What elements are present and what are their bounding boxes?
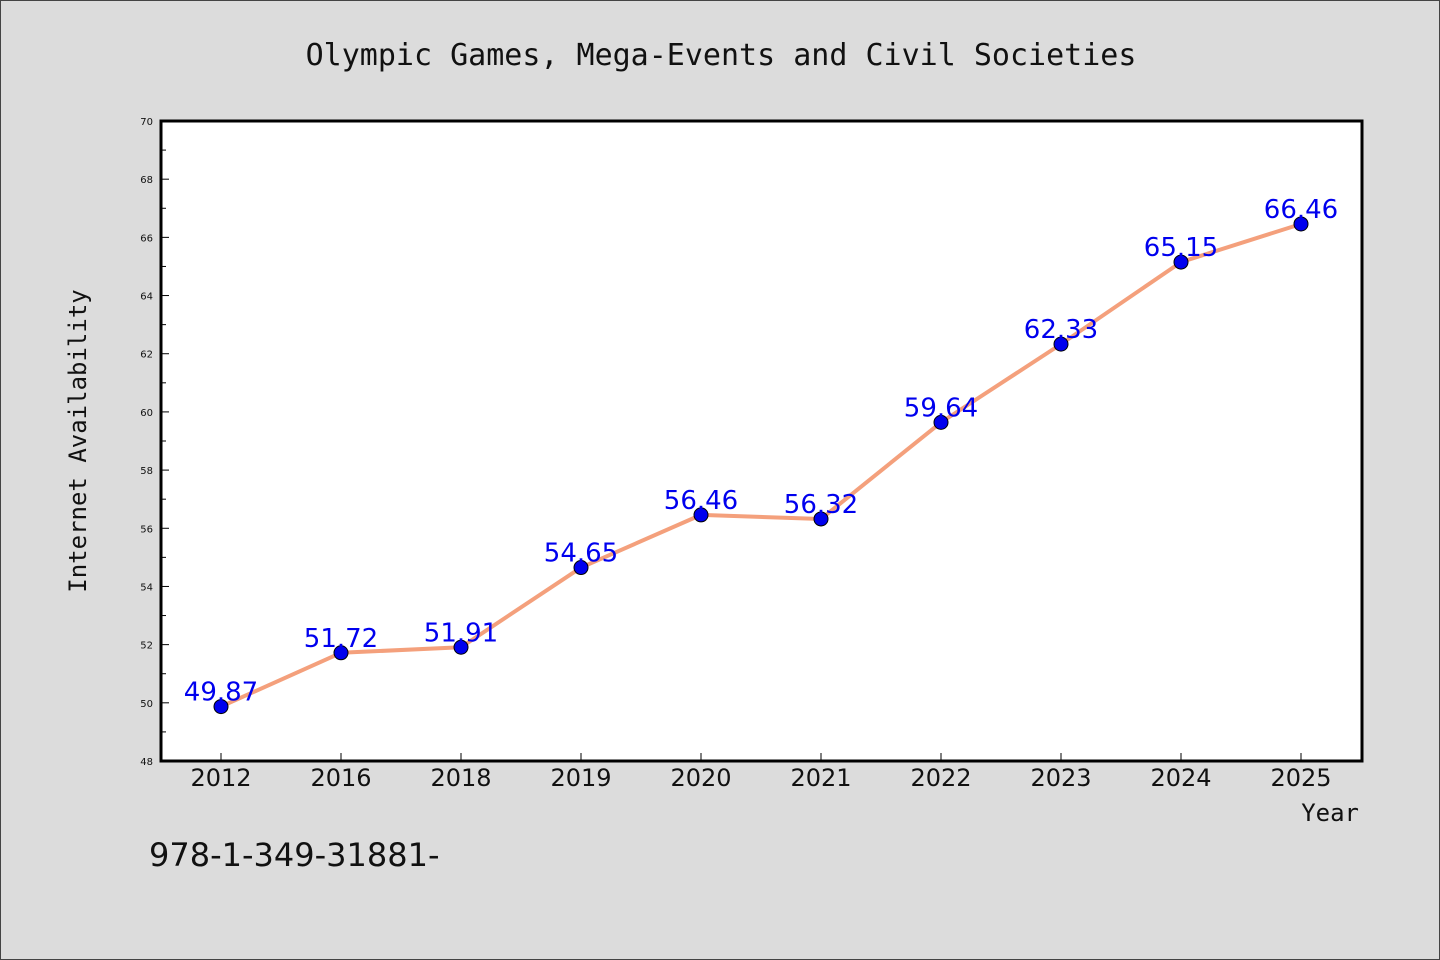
data-label: 54.65	[544, 539, 618, 569]
y-tick-label: 70	[140, 117, 153, 128]
y-tick-label: 48	[140, 757, 153, 768]
x-tick-label: 2022	[910, 764, 971, 792]
plot-area	[159, 119, 1364, 763]
data-label: 51.91	[424, 618, 498, 648]
x-tick-label: 2020	[670, 764, 731, 792]
x-tick-label: 2018	[430, 764, 491, 792]
data-point	[693, 507, 709, 523]
x-tick-label: 2019	[550, 764, 611, 792]
data-point	[1173, 254, 1189, 270]
data-label: 56.32	[784, 490, 858, 520]
data-point	[333, 645, 349, 661]
data-label: 49.87	[184, 678, 258, 708]
y-tick-label: 58	[140, 466, 153, 477]
x-tick-label: 2024	[1150, 764, 1211, 792]
y-tick-label: 66	[140, 233, 153, 244]
y-tick-label: 68	[140, 175, 153, 186]
data-point	[573, 560, 589, 576]
data-label: 59.64	[904, 393, 978, 423]
x-tick-label: 2023	[1030, 764, 1091, 792]
y-tick-label: 60	[140, 408, 153, 419]
x-tick-label: 2025	[1270, 764, 1331, 792]
data-point	[1053, 336, 1069, 352]
x-tick-label: 2012	[190, 764, 251, 792]
data-label: 66.46	[1264, 195, 1338, 225]
y-tick-label: 64	[140, 292, 153, 303]
data-point	[813, 511, 829, 527]
y-tick-label: 56	[140, 524, 153, 535]
data-point	[933, 414, 949, 430]
chart-title: Olympic Games, Mega-Events and Civil Soc…	[306, 38, 1137, 73]
y-tick-label: 62	[140, 350, 153, 361]
y-tick-label: 50	[140, 699, 153, 710]
data-point	[1293, 216, 1309, 232]
y-axis: 48 50 52 54 56 58 60 62 64 66 68 70	[140, 117, 169, 768]
data-point	[453, 639, 469, 655]
x-axis-label: Year	[1301, 799, 1359, 827]
y-tick-label: 54	[140, 582, 153, 593]
footer-code: 978-1-349-31881-	[149, 836, 440, 874]
x-tick-label: 2016	[310, 764, 371, 792]
data-label: 65.15	[1144, 233, 1218, 263]
y-tick-label: 52	[140, 641, 153, 652]
y-axis-label: Internet Availability	[64, 289, 92, 592]
series-line	[220, 222, 1302, 709]
x-tick-label: 2021	[790, 764, 851, 792]
data-point	[213, 699, 229, 715]
data-label: 51.72	[304, 624, 378, 654]
data-label: 62.33	[1024, 315, 1098, 345]
series-line-group: 49.87 51.72 51.91 54.65 56.46 56.32 59.64 62.33…	[184, 195, 1338, 715]
data-label: 56.46	[664, 486, 738, 516]
x-axis: 2012 2016 2018 2019 2020 2021 2022 2023 2024 2025	[190, 753, 1332, 792]
